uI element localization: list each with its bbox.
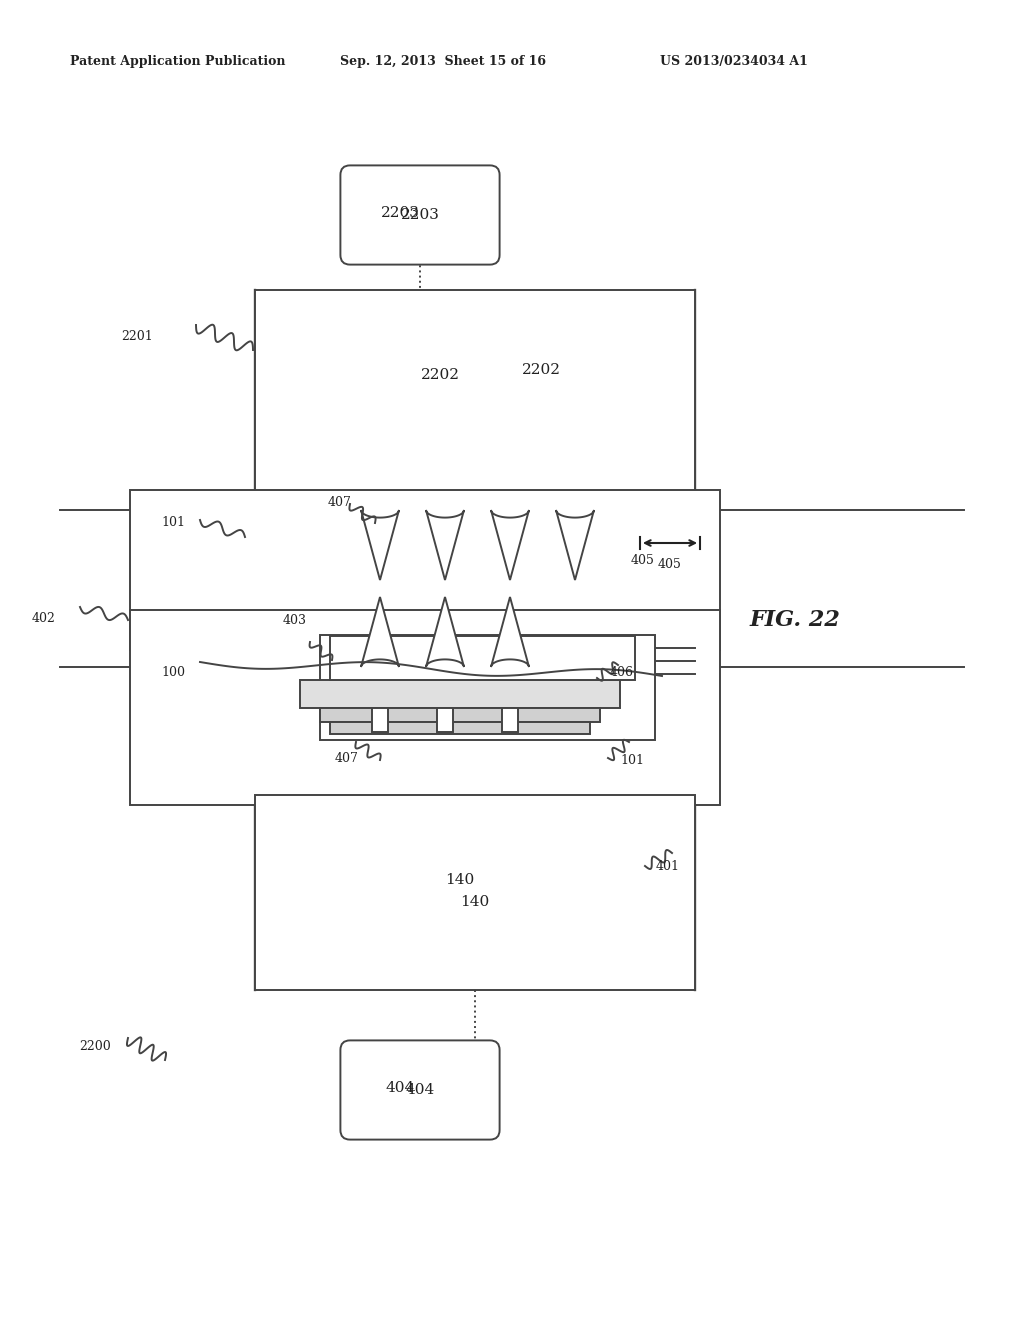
Bar: [437, 708, 453, 733]
Text: Sep. 12, 2013  Sheet 15 of 16: Sep. 12, 2013 Sheet 15 of 16: [340, 55, 546, 69]
Bar: [130, 610, 720, 805]
Text: 2201: 2201: [121, 330, 153, 343]
Text: 100: 100: [161, 665, 185, 678]
Polygon shape: [490, 597, 529, 667]
Text: 101: 101: [620, 754, 644, 767]
Polygon shape: [426, 510, 464, 579]
Text: 401: 401: [656, 861, 680, 874]
Text: 2202: 2202: [421, 368, 460, 381]
Text: 2202: 2202: [521, 363, 560, 376]
Bar: [130, 490, 720, 649]
Text: 407: 407: [335, 751, 359, 764]
FancyBboxPatch shape: [340, 165, 500, 264]
Text: 405: 405: [658, 558, 682, 572]
Polygon shape: [490, 510, 529, 579]
Text: 403: 403: [283, 614, 307, 627]
Bar: [319, 708, 600, 722]
Text: 2203: 2203: [400, 209, 439, 222]
Bar: [330, 636, 635, 680]
Bar: [255, 290, 695, 500]
Polygon shape: [556, 510, 594, 579]
Text: 402: 402: [32, 611, 56, 624]
Text: 404: 404: [385, 1081, 415, 1096]
Text: 140: 140: [461, 895, 489, 909]
Text: FIG. 22: FIG. 22: [750, 609, 841, 631]
Polygon shape: [361, 597, 399, 667]
Bar: [319, 635, 655, 741]
FancyBboxPatch shape: [340, 1040, 500, 1139]
Polygon shape: [361, 510, 399, 579]
Text: 407: 407: [328, 495, 352, 508]
Text: 2200: 2200: [79, 1040, 111, 1052]
Polygon shape: [426, 597, 464, 667]
Text: 2203: 2203: [381, 206, 420, 220]
Bar: [502, 708, 518, 733]
Text: 101: 101: [161, 516, 185, 528]
Text: 405: 405: [631, 554, 655, 568]
Bar: [330, 722, 590, 734]
Bar: [300, 680, 620, 708]
Bar: [255, 795, 695, 990]
Bar: [372, 708, 388, 733]
Text: 404: 404: [406, 1082, 434, 1097]
Text: 140: 140: [445, 873, 475, 887]
Text: US 2013/0234034 A1: US 2013/0234034 A1: [660, 55, 808, 69]
Text: Patent Application Publication: Patent Application Publication: [70, 55, 286, 69]
Text: 406: 406: [610, 665, 634, 678]
